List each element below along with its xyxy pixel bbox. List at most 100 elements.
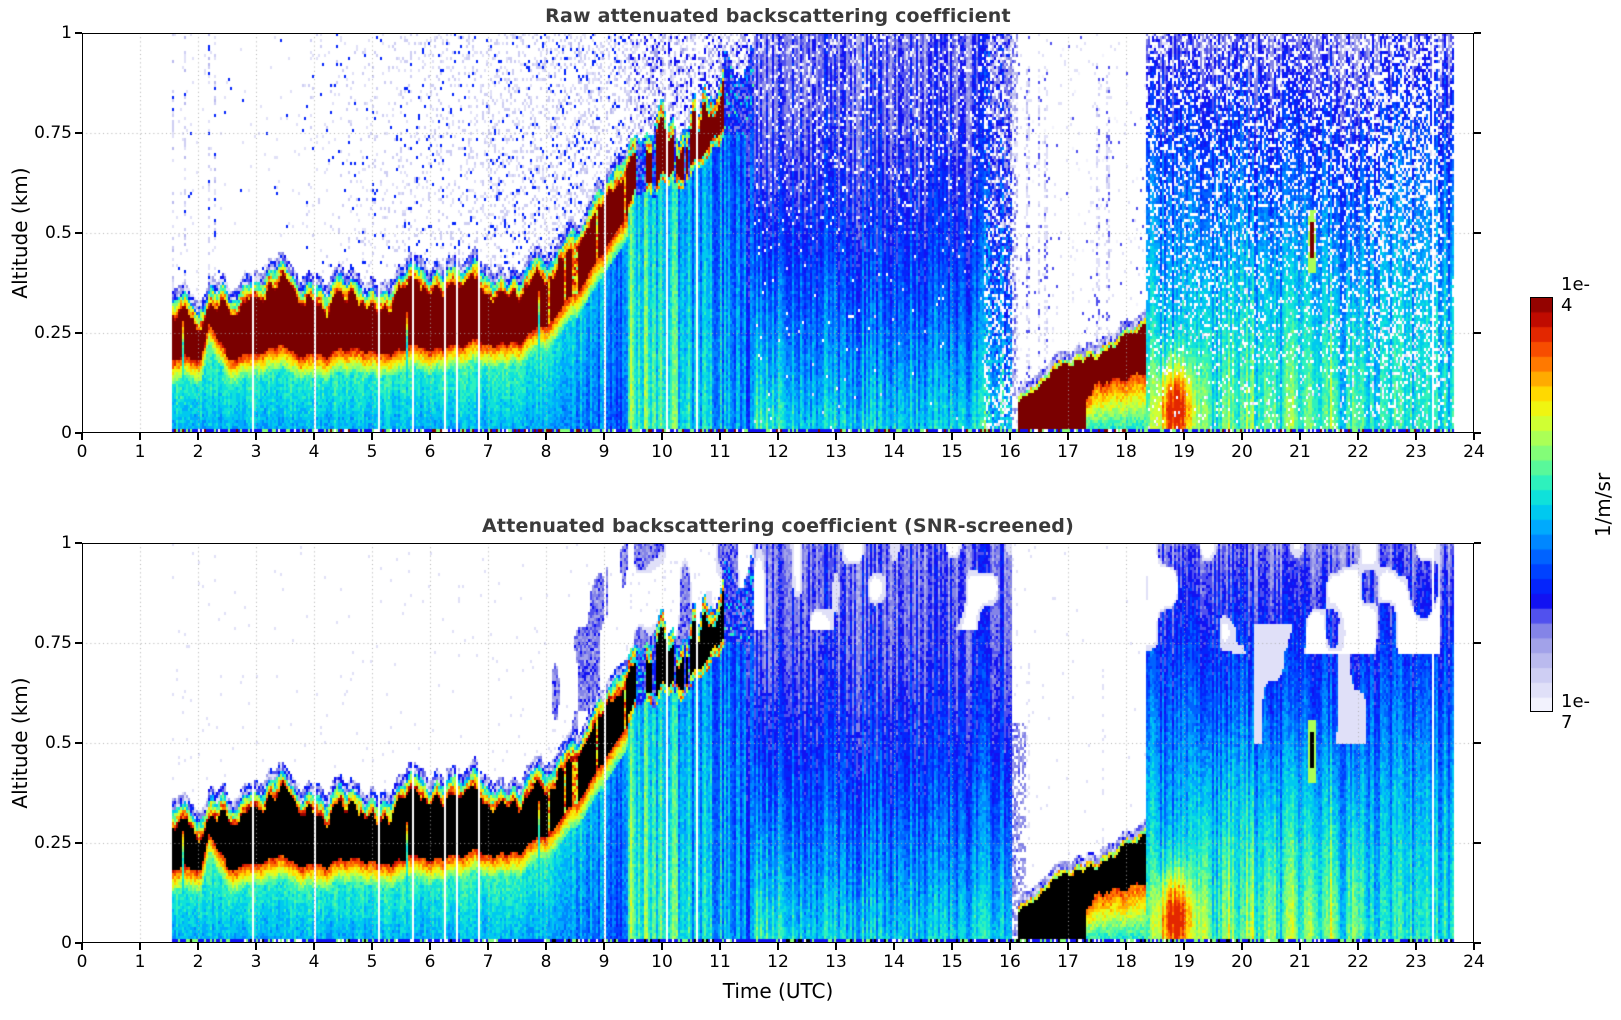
y-tick <box>1474 432 1481 434</box>
x-tick <box>1125 943 1127 950</box>
panel-title-screened: Attenuated backscattering coefficient (S… <box>482 515 1074 537</box>
x-tick <box>81 433 83 440</box>
x-tick <box>81 943 83 950</box>
y-tick <box>1474 542 1481 544</box>
x-tick-label: 19 <box>1173 952 1195 972</box>
y-tick <box>75 942 82 944</box>
x-tick <box>1415 433 1417 440</box>
y-tick <box>75 842 82 844</box>
x-tick-label: 12 <box>767 952 789 972</box>
x-tick <box>545 943 547 950</box>
x-tick <box>1473 943 1475 950</box>
x-tick <box>545 433 547 440</box>
x-tick-label: 16 <box>999 952 1021 972</box>
y-tick-label: 0.75 <box>34 633 72 653</box>
x-tick-label: 12 <box>767 442 789 462</box>
x-tick <box>1009 943 1011 950</box>
y-tick <box>1474 842 1481 844</box>
x-tick <box>429 433 431 440</box>
x-tick <box>1299 433 1301 440</box>
x-tick <box>835 943 837 950</box>
x-tick-label: 1 <box>134 952 146 972</box>
x-tick-label: 8 <box>540 952 552 972</box>
y-tick-label: 1 <box>61 23 72 43</box>
x-tick-label: 3 <box>250 442 262 462</box>
y-tick-label: 0 <box>61 933 72 953</box>
y-tick <box>75 542 82 544</box>
x-tick <box>197 943 199 950</box>
x-tick-label: 22 <box>1347 442 1369 462</box>
y-tick <box>1474 642 1481 644</box>
x-tick <box>835 433 837 440</box>
x-tick <box>1183 433 1185 440</box>
colorbar-canvas <box>1530 297 1553 712</box>
x-tick <box>255 433 257 440</box>
x-tick-label: 6 <box>424 442 436 462</box>
colorbar-unit-label: 1/m/sr <box>1591 472 1615 537</box>
x-tick <box>777 943 779 950</box>
y-tick <box>1474 232 1481 234</box>
x-tick <box>1357 943 1359 950</box>
x-tick-label: 22 <box>1347 952 1369 972</box>
x-tick <box>893 433 895 440</box>
colorbar-min-label: 1e-7 <box>1561 691 1591 733</box>
x-tick-label: 17 <box>1057 952 1079 972</box>
heatmap-canvas-raw <box>82 33 1474 433</box>
x-tick-label: 19 <box>1173 442 1195 462</box>
x-tick <box>139 433 141 440</box>
x-tick <box>1183 943 1185 950</box>
x-tick-label: 11 <box>709 442 731 462</box>
y-tick <box>1474 32 1481 34</box>
x-tick <box>1241 943 1243 950</box>
x-tick <box>951 943 953 950</box>
x-tick-label: 16 <box>999 442 1021 462</box>
x-tick-label: 8 <box>540 442 552 462</box>
x-tick-label: 18 <box>1115 952 1137 972</box>
panel-raw: Raw attenuated backscattering coefficien… <box>8 5 1485 462</box>
y-tick <box>1474 332 1481 334</box>
x-tick-label: 24 <box>1463 952 1485 972</box>
panel-screened: Attenuated backscattering coefficient (S… <box>8 515 1485 1003</box>
x-tick <box>719 943 721 950</box>
colorbar-max-label: 1e-4 <box>1561 273 1591 316</box>
y-tick-label: 0.5 <box>44 223 72 243</box>
x-tick <box>487 943 489 950</box>
x-tick-label: 7 <box>482 952 494 972</box>
x-tick <box>313 433 315 440</box>
x-tick-label: 5 <box>366 952 378 972</box>
heatmap-canvas-screened <box>82 543 1474 943</box>
x-tick <box>255 943 257 950</box>
x-tick-label: 2 <box>192 442 204 462</box>
x-tick <box>1415 943 1417 950</box>
x-tick <box>661 433 663 440</box>
y-tick-label: 0 <box>61 423 72 443</box>
x-tick-label: 9 <box>598 442 610 462</box>
x-tick-label: 13 <box>825 952 847 972</box>
x-tick-label: 0 <box>76 442 88 462</box>
x-tick-label: 24 <box>1463 442 1485 462</box>
panel-title-raw: Raw attenuated backscattering coefficien… <box>545 5 1011 27</box>
y-tick-label: 0.5 <box>44 733 72 753</box>
x-axis-label: Time (UTC) <box>722 979 834 1003</box>
x-tick-label: 14 <box>883 442 905 462</box>
y-tick <box>1474 942 1481 944</box>
x-tick-label: 9 <box>598 952 610 972</box>
x-tick-label: 10 <box>651 952 673 972</box>
x-tick-label: 17 <box>1057 442 1079 462</box>
x-tick-label: 11 <box>709 952 731 972</box>
x-tick <box>1067 433 1069 440</box>
x-tick <box>603 433 605 440</box>
x-tick-label: 15 <box>941 442 963 462</box>
x-tick <box>429 943 431 950</box>
x-tick <box>777 433 779 440</box>
x-tick <box>1009 433 1011 440</box>
x-tick-label: 13 <box>825 442 847 462</box>
y-tick <box>75 742 82 744</box>
x-tick <box>603 943 605 950</box>
x-tick-label: 23 <box>1405 442 1427 462</box>
x-tick <box>893 943 895 950</box>
y-tick-label: 1 <box>61 533 72 553</box>
x-tick-label: 21 <box>1289 952 1311 972</box>
x-tick-label: 1 <box>134 442 146 462</box>
y-tick <box>1474 132 1481 134</box>
